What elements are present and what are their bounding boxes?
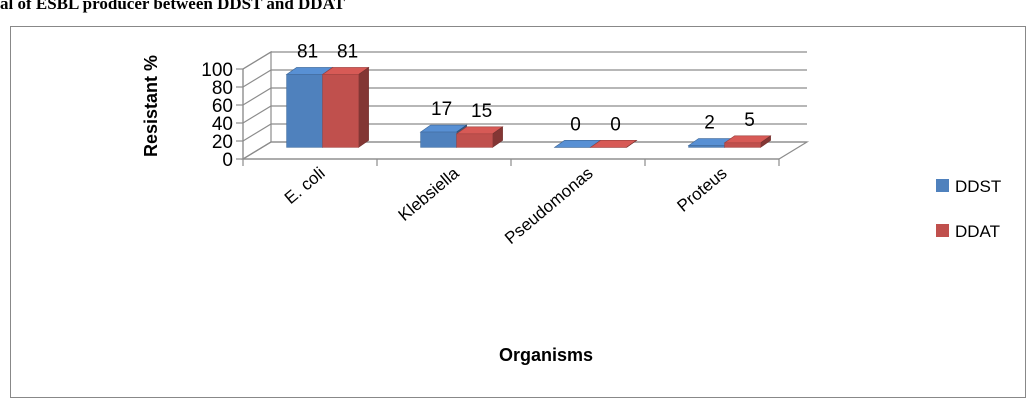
y-tick-label: 20 [212, 132, 233, 153]
bar-ddat-pseudomonas [589, 140, 638, 148]
legend-label: DDST [955, 177, 1001, 196]
bar-front [322, 74, 359, 148]
gridline [242, 87, 807, 106]
bar-ddat-ecoli [321, 66, 370, 148]
data-label: 5 [744, 110, 755, 131]
bar-front [456, 133, 493, 148]
y-tick-label: 100 [201, 60, 233, 81]
legend: DDST DDAT [936, 177, 1001, 241]
bar-front [688, 145, 725, 148]
gridline [242, 69, 807, 88]
bar-ddst-klebsiella [419, 124, 468, 148]
gridlines [242, 51, 807, 160]
y-axis-title: Resistant % [141, 55, 161, 157]
bar-ddat-klebsiella [455, 126, 504, 148]
x-axis: E. coli Klebsiella Pseudomonas Proteus [242, 158, 780, 248]
data-labels: 81 81 17 15 0 0 2 5 [297, 41, 755, 135]
data-label: 0 [570, 114, 581, 135]
x-tick-label: Pseudomonas [501, 164, 596, 248]
y-tick-label: 60 [212, 96, 233, 117]
side-wall [242, 50, 272, 160]
y-tick-label: 0 [222, 150, 233, 171]
x-tick-label: Klebsiella [395, 163, 463, 225]
legend-item-ddat: DDAT [936, 222, 1000, 241]
data-label: 81 [337, 41, 358, 62]
bar-front [420, 131, 457, 148]
y-tick-label: 40 [212, 114, 233, 135]
data-label: 2 [704, 113, 715, 134]
gridline [242, 105, 807, 124]
x-tick-label: Proteus [673, 164, 730, 216]
bar-ddat-proteus [723, 135, 772, 148]
chart-frame: 0 20 40 60 80 100 E. coli Klebsiella Pseudomona… [10, 26, 1026, 398]
legend-item-ddst: DDST [936, 177, 1001, 196]
data-label: 0 [610, 114, 621, 135]
legend-swatch [936, 179, 949, 192]
x-axis-title: Organisms [499, 345, 593, 365]
bar-front [724, 142, 761, 148]
bars [285, 66, 772, 148]
bar-front [286, 74, 323, 148]
legend-swatch [936, 224, 949, 237]
legend-label: DDAT [955, 222, 1000, 241]
bar-side [358, 66, 369, 148]
figure-caption: al of ESBL producer between DDST and DDA… [0, 0, 345, 13]
data-label: 15 [471, 101, 492, 122]
x-tick-label: E. coli [281, 164, 329, 208]
data-label: 17 [431, 99, 452, 120]
y-tick-label: 80 [212, 78, 233, 99]
bar-side [626, 140, 637, 148]
gridline [242, 51, 807, 70]
gridline [242, 123, 807, 142]
data-label: 81 [297, 41, 318, 62]
